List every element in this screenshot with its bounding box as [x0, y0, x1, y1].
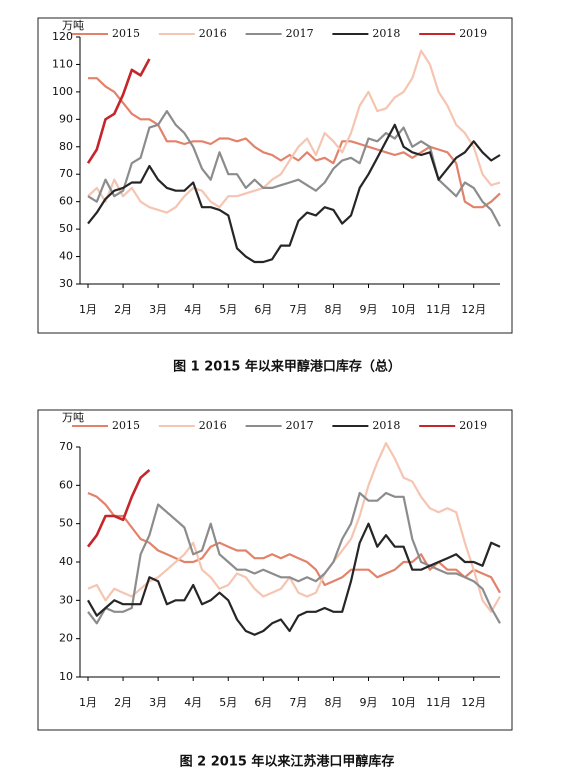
series-line	[87, 442, 501, 613]
x-tick-label: 8月	[324, 303, 342, 316]
legend-label: 2017	[286, 27, 314, 40]
x-tick-label: 12月	[461, 303, 486, 316]
y-tick-label: 60	[59, 195, 73, 208]
legend-label: 2016	[199, 27, 227, 40]
figure-caption: 图 1 2015 年以来甲醇港口库存（总）	[173, 359, 401, 375]
x-tick-label: 12月	[461, 696, 486, 709]
x-tick-label: 8月	[324, 696, 342, 709]
x-tick-label: 6月	[254, 303, 272, 316]
series-line	[86, 469, 151, 548]
series-line	[87, 49, 501, 214]
y-tick-label: 60	[59, 478, 73, 491]
y-tick-label: 50	[59, 517, 73, 530]
y-tick-label: 80	[59, 140, 73, 153]
x-tick-label: 6月	[254, 696, 272, 709]
x-tick-label: 5月	[219, 696, 237, 709]
x-tick-label: 5月	[219, 303, 237, 316]
legend-label: 2019	[459, 27, 487, 40]
y-tick-label: 40	[59, 555, 73, 568]
legend-label: 2016	[199, 419, 227, 432]
chart-frame	[37, 409, 513, 731]
series-line	[88, 77, 501, 209]
chart-frame	[37, 17, 513, 334]
x-tick-label: 3月	[149, 696, 167, 709]
y-tick-label: 10	[59, 670, 73, 683]
x-tick-label: 9月	[360, 303, 378, 316]
y-tick-label: 40	[59, 250, 73, 263]
x-tick-label: 4月	[184, 303, 202, 316]
series-line	[87, 491, 501, 594]
x-tick-label: 2月	[114, 696, 132, 709]
x-tick-label: 3月	[149, 303, 167, 316]
legend-label: 2019	[459, 419, 487, 432]
legend-label: 2018	[372, 27, 400, 40]
y-axis-unit: 万吨	[62, 19, 84, 32]
series-line	[87, 522, 501, 636]
legend-label: 2018	[372, 419, 400, 432]
y-tick-label: 90	[59, 112, 73, 125]
series-line	[87, 123, 501, 264]
x-tick-label: 1月	[79, 303, 97, 316]
y-tick-label: 70	[59, 167, 73, 180]
x-tick-label: 7月	[289, 696, 307, 709]
x-tick-label: 1月	[79, 696, 97, 709]
legend-label: 2015	[112, 419, 140, 432]
y-axis-unit: 万吨	[62, 411, 84, 424]
series-line	[87, 491, 501, 625]
series-line	[86, 58, 151, 164]
x-tick-label: 4月	[184, 696, 202, 709]
x-tick-label: 2月	[114, 303, 132, 316]
y-tick-label: 50	[59, 222, 73, 235]
y-tick-label: 30	[59, 277, 73, 290]
x-tick-label: 10月	[391, 696, 416, 709]
series-line	[87, 110, 501, 227]
y-tick-label: 110	[52, 57, 73, 70]
x-tick-label: 10月	[391, 303, 416, 316]
x-tick-label: 11月	[426, 696, 451, 709]
figure-caption: 图 2 2015 年以来江苏港口甲醇库存	[180, 754, 395, 770]
y-tick-label: 30	[59, 593, 73, 606]
y-tick-label: 100	[52, 85, 73, 98]
y-tick-label: 70	[59, 440, 73, 453]
x-tick-label: 11月	[426, 303, 451, 316]
y-tick-label: 20	[59, 632, 73, 645]
x-tick-label: 9月	[360, 696, 378, 709]
x-tick-label: 7月	[289, 303, 307, 316]
legend-label: 2017	[286, 419, 314, 432]
legend-label: 2015	[112, 27, 140, 40]
y-tick-label: 120	[52, 30, 73, 43]
